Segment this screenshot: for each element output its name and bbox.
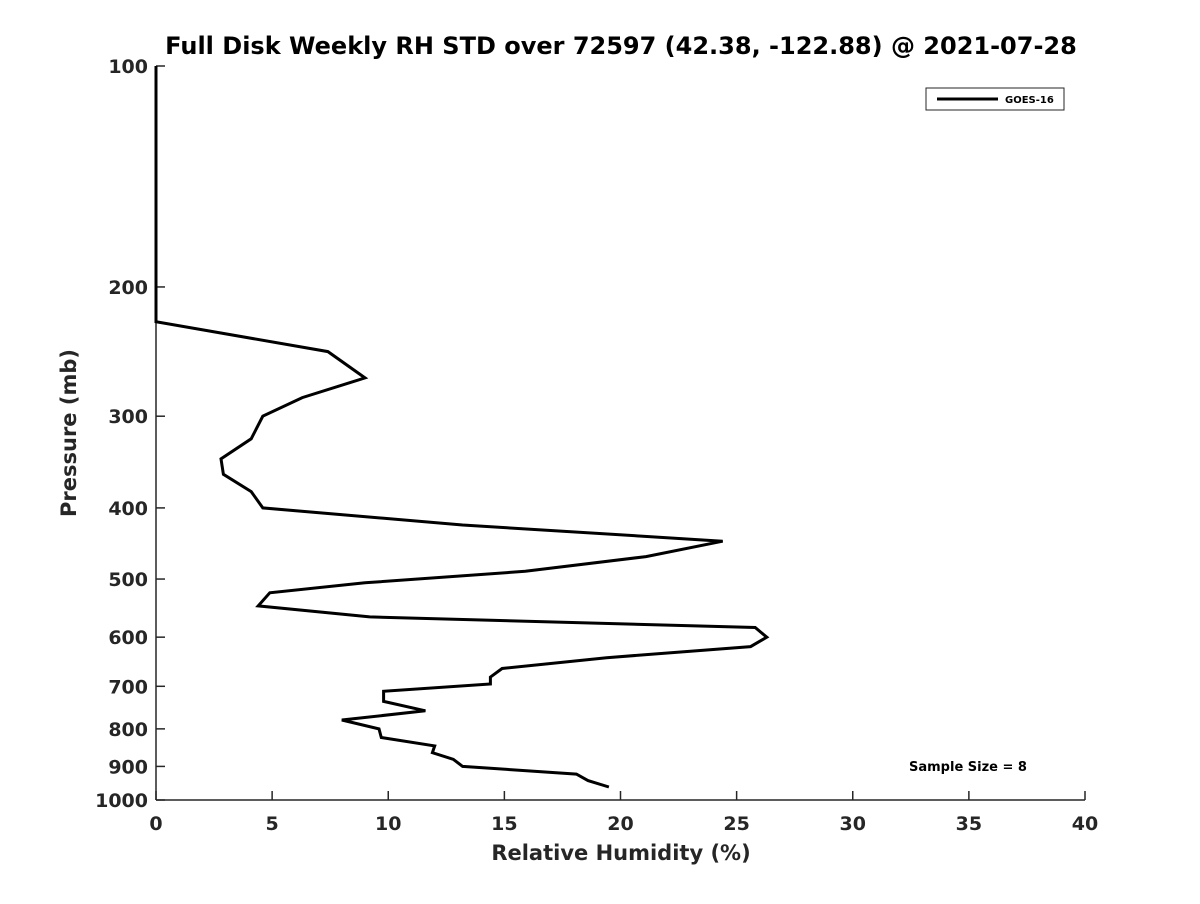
y-tick-label: 200 [108, 277, 148, 299]
y-tick-label: 300 [108, 406, 148, 428]
y-tick-label: 900 [108, 756, 148, 778]
x-tick-label: 35 [956, 813, 982, 835]
y-tick-label: 1000 [95, 790, 148, 812]
y-tick-label: 800 [108, 719, 148, 741]
y-tick-label: 700 [108, 676, 148, 698]
chart-title: Full Disk Weekly RH STD over 72597 (42.3… [165, 32, 1077, 60]
x-tick-label: 15 [491, 813, 517, 835]
series-line-goes-16 [154, 66, 770, 789]
x-tick-label: 40 [1072, 813, 1098, 835]
plot-axes [155, 66, 1085, 801]
y-tick-label: 100 [108, 56, 148, 78]
x-tick-label: 5 [266, 813, 279, 835]
legend: GOES-16 [925, 87, 1065, 111]
sample-size-annotation: Sample Size = 8 [909, 760, 1027, 775]
x-axis-ticks: 0 5 10 15 20 25 30 35 40 [149, 791, 1098, 835]
x-tick-label: 20 [607, 813, 633, 835]
y-axis-label: Pressure (mb) [57, 349, 81, 517]
x-tick-label: 0 [149, 813, 162, 835]
x-axis-label: Relative Humidity (%) [491, 841, 750, 865]
y-tick-label: 600 [108, 627, 148, 649]
legend-entry-goes-16: GOES-16 [1005, 95, 1054, 106]
y-tick-label: 400 [108, 498, 148, 520]
x-tick-label: 30 [840, 813, 866, 835]
x-tick-label: 10 [375, 813, 401, 835]
y-tick-label: 500 [108, 569, 148, 591]
series-layer [154, 66, 770, 789]
y-axis-ticks: 100 200 300 400 500 600 700 800 900 1000 [95, 56, 165, 812]
x-tick-label: 25 [723, 813, 749, 835]
